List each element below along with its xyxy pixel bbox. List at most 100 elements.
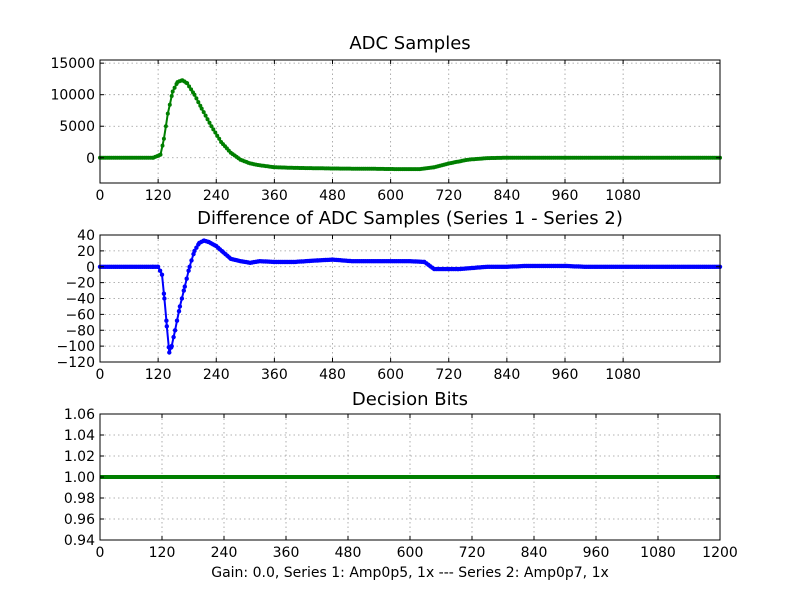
adc-y-tick-label: 10000 (50, 88, 95, 104)
adc-x-tick-label: 720 (435, 188, 462, 204)
diff-data-point (171, 334, 176, 340)
decision-y-tick-label: 1.04 (64, 428, 95, 444)
decision-x-tick-label: 480 (335, 545, 362, 561)
diff-x-tick-label: 120 (145, 367, 172, 383)
adc-data-point (165, 111, 170, 116)
decision-x-tick-label: 840 (521, 545, 548, 561)
adc-data-point (207, 120, 212, 125)
adc-data-point (205, 117, 210, 122)
diff-y-tick-label: −40 (65, 292, 95, 308)
adc-samples-title: ADC Samples (349, 33, 470, 54)
diff-data-point (182, 284, 187, 289)
adc-data-point (209, 124, 214, 129)
adc-samples-panel: ADC Samples 0 120 240 360 480 600 720 840 960 108… (50, 33, 722, 204)
adc-y-tick-label: 0 (86, 151, 95, 167)
diff-data-point (194, 245, 199, 250)
adc-data-point (211, 127, 216, 132)
diff-series-line (100, 239, 720, 353)
adc-data-point (170, 89, 175, 94)
diff-data-point (184, 276, 189, 281)
decision-x-tick-label: 960 (583, 545, 610, 561)
adc-data-point (199, 106, 204, 111)
adc-x-tick-label: 240 (203, 188, 230, 204)
adc-data-point (189, 87, 194, 92)
decision-x-tick-label: 360 (273, 545, 300, 561)
adc-data-point (217, 136, 222, 141)
adc-data-point (163, 124, 168, 129)
adc-x-tick-label: 1080 (605, 188, 641, 204)
adc-data-point (158, 152, 163, 157)
adc-data-point (194, 96, 199, 101)
diff-data-point (162, 296, 167, 301)
adc-data-point (161, 136, 166, 141)
adc-y-tick-label: 5000 (59, 119, 95, 135)
difference-title: Difference of ADC Samples (Series 1 - Se… (197, 208, 623, 229)
adc-data-point (169, 94, 174, 98)
adc-x-tick-label: 120 (145, 188, 172, 204)
adc-data-point (192, 92, 197, 97)
diff-y-tick-label: 0 (86, 260, 95, 276)
decision-bits-panel: Decision Bits Gain: 0.0, Series 1: Amp0p… (64, 389, 738, 581)
decision-y-tick-label: 1.02 (64, 449, 95, 465)
adc-x-tick-label: 0 (96, 188, 105, 204)
diff-data-point (187, 264, 192, 269)
diff-x-tick-label: 480 (319, 367, 346, 383)
adc-data-point (187, 84, 192, 89)
decision-y-tick-label: 0.96 (64, 512, 95, 528)
adc-x-tick-label: 360 (261, 188, 288, 204)
diff-data-point (161, 291, 167, 296)
diff-y-tick-label: −100 (57, 339, 95, 355)
diff-x-tick-label: 960 (552, 367, 579, 383)
adc-data-point (213, 130, 218, 135)
adc-y-tick-label: 15000 (50, 56, 95, 72)
diff-data-point (157, 268, 163, 273)
decision-y-tick-label: 0.94 (64, 533, 95, 549)
decision-y-tick-label: 0.98 (64, 491, 95, 507)
diff-data-point (177, 304, 183, 309)
decision-x-tick-label: 720 (459, 545, 486, 561)
decision-x-tick-label: 600 (397, 545, 424, 561)
decision-bits-title: Decision Bits (352, 389, 468, 410)
decision-x-tick-label: 1200 (702, 545, 738, 561)
diff-x-tick-label: 360 (261, 367, 288, 383)
diff-data-point (174, 318, 180, 323)
diff-x-tick-label: 240 (203, 367, 230, 383)
decision-x-tick-label: 240 (211, 545, 238, 561)
adc-x-tick-label: 960 (552, 188, 579, 204)
diff-y-tick-label: −20 (65, 276, 95, 292)
diff-data-point (164, 324, 169, 329)
decision-y-tick-label: 1.06 (64, 407, 95, 423)
diff-data-point (189, 258, 194, 263)
adc-x-tick-label: 600 (377, 188, 404, 204)
decision-y-tick-label: 1.00 (64, 470, 95, 486)
decision-x-tick-label: 120 (149, 545, 176, 561)
diff-data-point (179, 296, 185, 301)
diff-data-point (155, 264, 161, 269)
decision-x-tick-label: 0 (96, 545, 105, 561)
adc-data-point (203, 113, 208, 118)
adc-plot-frame (99, 59, 721, 184)
diff-x-tick-label: 1080 (605, 367, 641, 383)
diff-x-tick-label: 0 (96, 367, 105, 383)
diff-data-point (172, 328, 178, 333)
adc-data-point (185, 81, 190, 86)
diff-data-point (181, 288, 186, 293)
diff-x-tick-label: 840 (494, 367, 521, 383)
adc-data-point (196, 100, 201, 105)
diff-data-point (192, 248, 197, 254)
diff-data-point (159, 272, 165, 277)
diff-x-tick-label: 600 (377, 367, 404, 383)
diff-data-point (164, 318, 169, 323)
diff-data-point (169, 343, 174, 349)
adc-x-tick-label: 480 (319, 188, 346, 204)
diff-data-point (186, 268, 191, 273)
adc-data-point (201, 110, 206, 115)
diff-data-point (176, 309, 182, 314)
diff-y-tick-label: −120 (57, 355, 95, 371)
diff-x-tick-label: 720 (435, 367, 462, 383)
adc-data-point (160, 143, 165, 148)
adc-data-point (167, 102, 172, 107)
diff-y-tick-label: 20 (77, 244, 95, 260)
decision-x-tick-label: 1080 (640, 545, 676, 561)
